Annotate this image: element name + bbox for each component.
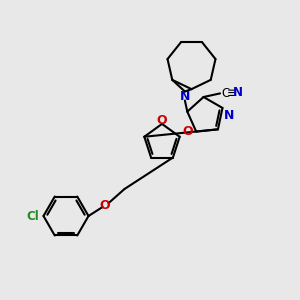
Text: C: C <box>222 87 230 100</box>
Text: ≡: ≡ <box>227 87 237 100</box>
Text: O: O <box>157 113 167 127</box>
Text: N: N <box>224 110 234 122</box>
Text: N: N <box>180 89 190 103</box>
Text: O: O <box>182 125 193 138</box>
Text: N: N <box>233 86 243 99</box>
Text: O: O <box>100 199 110 212</box>
Text: Cl: Cl <box>27 209 40 223</box>
